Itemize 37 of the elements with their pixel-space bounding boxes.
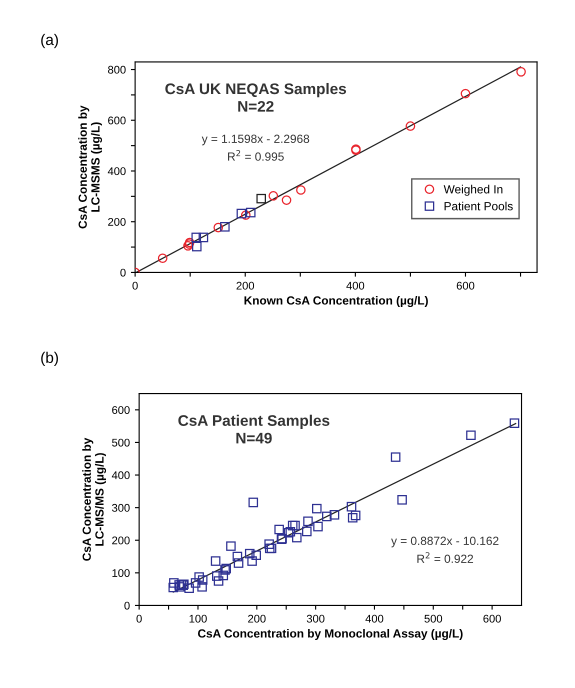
x-tick-label: 100 [190,614,207,623]
annotation: y = 1.1598x - 2.2968 [202,134,310,146]
x-tick-label: 400 [346,282,364,290]
legend-label: Patient Pools [444,202,513,210]
y-tick-label: 500 [112,438,130,447]
y-tick-label: 200 [112,536,130,544]
x-axis-title: Known CsA Concentration (µg/L) [244,296,428,308]
y-tick-label: 200 [108,218,126,226]
x-tick-label: 500 [424,614,442,623]
x-axis-title: CsA Concentration by Monoclonal Assay (µg/L) [198,628,463,640]
x-tick-label: 300 [306,614,324,623]
x-tick-label: 400 [365,614,384,623]
text: (a) [41,34,58,48]
y-tick-label: 400 [112,471,130,480]
x-tick-label: 0 [136,614,142,623]
y-tick-label: 600 [112,406,130,414]
y-axis-title: CsA Concentration by LC-MS/MS (µg/L) [82,438,106,561]
annotation: R$^{2}$ = 0.995 [228,150,284,161]
text: (b) [41,352,58,366]
y-tick-label: 600 [108,116,126,124]
y-tick-label: 0 [120,268,126,277]
x-tick-label: 0 [132,282,138,290]
x-tick-label: 200 [236,282,254,290]
y-tick-label: 0 [124,602,130,610]
annotation: R$^{2}$ = 0.922 [417,552,474,563]
y-axis-title: CsA Concentration by LC-MSMS (µg/L) [78,105,102,228]
y-tick-label: 800 [108,66,126,74]
text: CsA Patient Samples N=49 [178,414,330,444]
y-tick-label: 100 [112,569,130,577]
y-tick-label: 300 [112,504,130,512]
x-tick-label: 200 [248,614,266,623]
annotation: y = 0.8872x - 10.162 [391,536,498,548]
y-tick-label: 400 [108,167,126,176]
x-tick-label: 600 [483,614,501,623]
text: CsA UK NEQAS Samples N=22 [165,82,346,112]
legend-label: Weighed In [444,184,502,196]
x-tick-label: 600 [456,282,474,290]
